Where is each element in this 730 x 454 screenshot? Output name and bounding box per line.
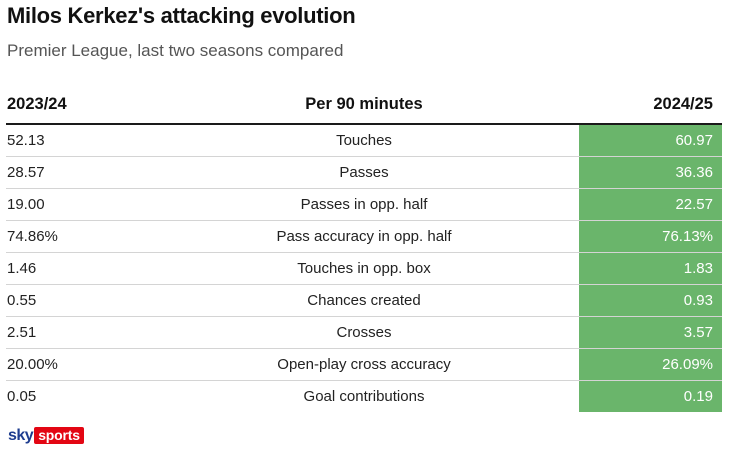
- table-row: 0.93 Chances created 0.55: [6, 285, 722, 317]
- logo-sky-text: sky: [8, 426, 34, 444]
- header-season-2023-24: 2023/24: [7, 95, 67, 113]
- table-row: 3.57 Crosses 2.51: [6, 317, 722, 349]
- sky-sports-logo: sky sports: [8, 425, 84, 446]
- metric-label: Open-play cross accuracy: [277, 356, 451, 373]
- value-2024-25: 0.19: [579, 381, 722, 412]
- value-2024-25: 22.57: [579, 189, 722, 220]
- table-row: 26.09% Open-play cross accuracy 20.00%: [6, 349, 722, 381]
- metric-label: Touches in opp. box: [297, 260, 431, 277]
- value-2023-24: 0.05: [7, 388, 37, 405]
- value-2024-25: 1.83: [579, 253, 722, 284]
- value-2023-24: 20.00%: [7, 356, 58, 373]
- value-2024-25: 26.09%: [579, 349, 722, 380]
- value-2023-24: 52.13: [7, 132, 45, 149]
- metric-label: Goal contributions: [303, 388, 425, 405]
- table-row: 36.36 Passes 28.57: [6, 157, 722, 189]
- value-2024-25: 0.93: [579, 285, 722, 316]
- table-row: 76.13% Pass accuracy in opp. half 74.86%: [6, 221, 722, 253]
- metric-label: Pass accuracy in opp. half: [276, 228, 452, 245]
- table-row: 1.83 Touches in opp. box 1.46: [6, 253, 722, 285]
- stats-table: Per 90 minutes 2023/24 2024/25 60.97 Touc…: [6, 92, 722, 412]
- metric-label: Chances created: [307, 292, 421, 309]
- chart-subtitle: Premier League, last two seasons compare…: [7, 41, 344, 60]
- table-row: 60.97 Touches 52.13: [6, 125, 722, 157]
- value-2023-24: 19.00: [7, 196, 45, 213]
- value-2024-25: 3.57: [579, 317, 722, 348]
- logo-sports-text: sports: [34, 427, 84, 444]
- value-2023-24: 74.86%: [7, 228, 58, 245]
- table-row: 22.57 Passes in opp. half 19.00: [6, 189, 722, 221]
- metric-label: Passes: [339, 164, 389, 181]
- value-2023-24: 2.51: [7, 324, 37, 341]
- table-body: 60.97 Touches 52.13 36.36 Passes 28.57 22.57 Pa…: [6, 125, 722, 412]
- value-2023-24: 1.46: [7, 260, 37, 277]
- metric-label: Touches: [336, 132, 392, 149]
- value-2024-25: 60.97: [579, 125, 722, 156]
- value-2024-25: 76.13%: [579, 221, 722, 252]
- header-metric: Per 90 minutes: [305, 95, 423, 113]
- chart-title: Milos Kerkez's attacking evolution: [7, 3, 356, 28]
- value-2023-24: 0.55: [7, 292, 37, 309]
- value-2024-25: 36.36: [579, 157, 722, 188]
- header-season-2024-25: 2024/25: [653, 95, 713, 113]
- metric-label: Passes in opp. half: [300, 196, 428, 213]
- table-row: 0.19 Goal contributions 0.05: [6, 381, 722, 412]
- table-header: Per 90 minutes 2023/24 2024/25: [6, 92, 722, 125]
- metric-label: Crosses: [336, 324, 392, 341]
- value-2023-24: 28.57: [7, 164, 45, 181]
